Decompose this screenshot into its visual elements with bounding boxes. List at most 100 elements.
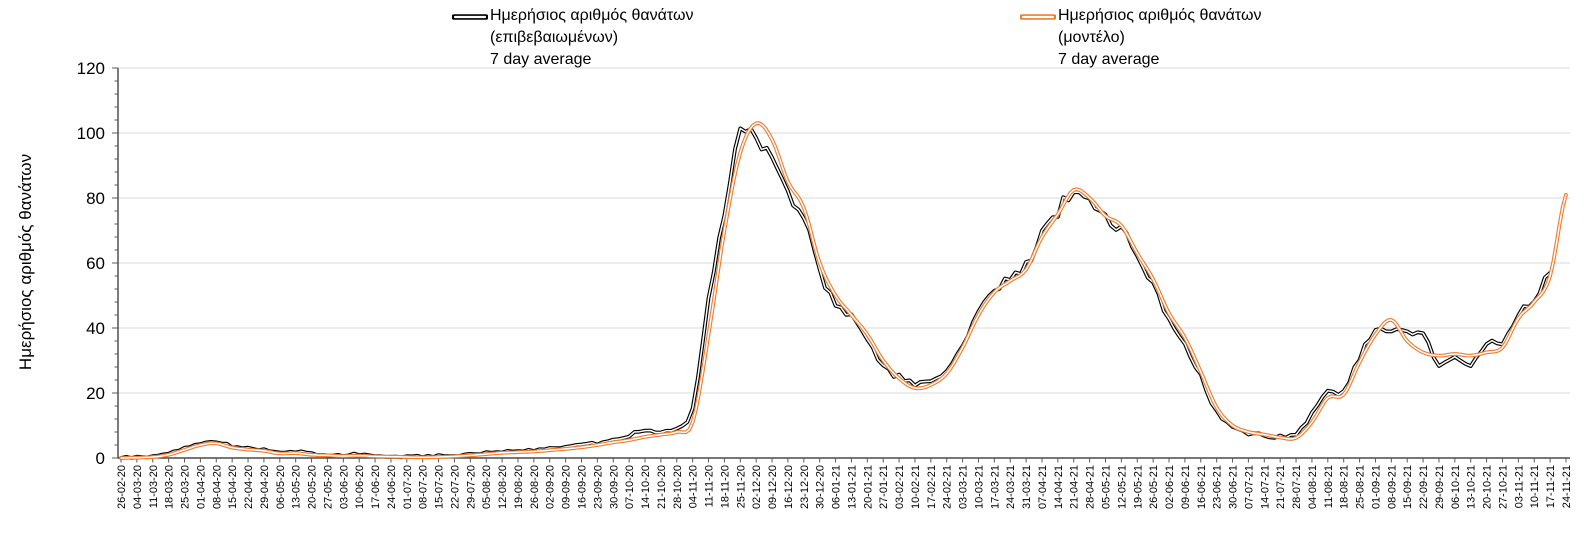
x-tick-label: 01-04-20 (195, 465, 207, 509)
x-tick-label: 13-10-21 (1466, 465, 1478, 509)
x-tick-label: 17-02-21 (926, 465, 938, 509)
legend-label-model: Ημερήσιος αριθμός θανάτων (μοντέλο) 7 da… (1058, 5, 1261, 71)
x-tick-label: 04-03-20 (132, 465, 144, 509)
x-tick-label: 27-01-21 (878, 465, 890, 509)
x-tick-label: 08-04-20 (211, 465, 223, 509)
x-tick-label: 26-02-20 (116, 465, 128, 509)
x-tick-label: 18-08-21 (1339, 465, 1351, 509)
x-tick-label: 20-01-21 (862, 465, 874, 509)
x-tick-label: 29-07-20 (465, 465, 477, 509)
x-tick-label: 11-11-20 (704, 465, 716, 507)
x-tick-label: 06-01-21 (831, 465, 843, 509)
x-tick-label: 31-03-21 (1021, 465, 1033, 509)
y-axis-title: Ημερήσιος αριθμός θανάτων (16, 153, 35, 371)
y-tick-label: 80 (86, 189, 105, 208)
x-tick-label: 30-06-21 (1228, 465, 1240, 509)
series-line-model (119, 121, 1568, 460)
x-tick-label: 16-09-20 (576, 465, 588, 509)
x-tick-label: 19-05-21 (1132, 465, 1144, 509)
x-tick-label: 25-08-21 (1355, 465, 1367, 509)
x-tick-label: 19-08-20 (513, 465, 525, 509)
x-tick-label: 04-11-20 (688, 465, 700, 508)
y-tick-label: 60 (86, 254, 105, 273)
x-tick-label: 30-09-20 (608, 465, 620, 509)
x-tick-label: 15-07-20 (434, 465, 446, 509)
x-tick-label: 30-12-20 (815, 465, 827, 509)
x-tick-label: 12-08-20 (497, 465, 509, 509)
x-tick-label: 24-03-21 (1005, 465, 1017, 509)
x-tick-label: 22-09-21 (1418, 465, 1430, 509)
y-tick-label: 40 (86, 319, 105, 338)
x-tick-label: 03-06-20 (338, 465, 350, 509)
y-tick-label: 0 (96, 449, 105, 468)
x-tick-label: 16-12-20 (783, 465, 795, 509)
x-tick-label: 28-04-21 (1085, 465, 1097, 509)
legend-label-model-line2: (μοντέλο) (1058, 29, 1125, 46)
x-tick-label: 25-11-20 (735, 465, 747, 508)
legend-label-confirmed-line3: 7 day average (490, 51, 592, 68)
series-line-model-inner-highlight (120, 122, 1567, 459)
x-tick-label: 23-09-20 (592, 465, 604, 509)
x-tick-label: 14-10-20 (640, 465, 652, 509)
x-tick-label: 18-11-20 (719, 465, 731, 508)
x-tick-label: 07-04-21 (1037, 465, 1049, 509)
x-tick-label: 02-06-21 (1164, 465, 1176, 509)
x-tick-label: 06-05-20 (275, 465, 287, 509)
x-tick-label: 02-12-20 (751, 465, 763, 509)
x-tick-label: 10-06-20 (354, 465, 366, 509)
x-tick-label: 10-02-21 (910, 465, 922, 509)
x-tick-label: 03-11-21 (1513, 465, 1525, 508)
x-tick-label: 12-05-21 (1116, 465, 1128, 509)
x-tick-label: 26-08-20 (529, 465, 541, 509)
x-tick-label: 20-05-20 (307, 465, 319, 509)
x-tick-label: 17-06-20 (370, 465, 382, 509)
x-tick-label: 03-02-21 (894, 465, 906, 509)
x-tick-label: 13-01-21 (846, 465, 858, 509)
x-tick-label: 03-03-21 (958, 465, 970, 509)
legend-label-model-line3: 7 day average (1058, 51, 1160, 68)
x-tick-label: 28-10-20 (672, 465, 684, 509)
legend-item-confirmed[interactable]: Ημερήσιος αριθμός θανάτων (επιβεβαιωμένω… (452, 5, 693, 71)
x-tick-label: 17-03-21 (989, 465, 1001, 509)
y-tick-label: 120 (77, 59, 105, 78)
x-tick-label: 25-03-20 (180, 465, 192, 509)
x-tick-label: 02-09-20 (545, 465, 557, 509)
x-tick-label: 09-06-21 (1180, 465, 1192, 509)
x-tick-label: 01-09-21 (1370, 465, 1382, 509)
x-tick-label: 20-10-21 (1482, 465, 1494, 509)
x-tick-label: 15-09-21 (1402, 465, 1414, 509)
legend-item-model[interactable]: Ημερήσιος αριθμός θανάτων (μοντέλο) 7 da… (1020, 5, 1261, 71)
x-tick-label: 04-08-21 (1307, 465, 1319, 509)
x-tick-label: 24-02-21 (942, 465, 954, 509)
x-tick-label: 11-03-20 (148, 465, 160, 508)
x-tick-label: 21-10-20 (656, 465, 668, 509)
x-tick-label: 07-10-20 (624, 465, 636, 509)
confirmed-series-legend-line-icon (452, 14, 488, 20)
x-tick-label: 24-06-20 (386, 465, 398, 509)
x-tick-label: 22-04-20 (243, 465, 255, 509)
x-tick-label: 27-05-20 (322, 465, 334, 509)
x-tick-label: 23-06-21 (1212, 465, 1224, 509)
x-tick-label: 10-03-21 (973, 465, 985, 509)
x-tick-label: 10-11-21 (1529, 465, 1541, 508)
x-tick-label: 14-04-21 (1053, 465, 1065, 509)
x-tick-label: 08-07-20 (418, 465, 430, 509)
x-tick-label: 14-07-21 (1259, 465, 1271, 509)
x-tick-label: 09-09-20 (561, 465, 573, 509)
x-tick-label: 29-04-20 (259, 465, 271, 509)
y-tick-label: 20 (86, 384, 105, 403)
x-tick-label: 17-11-21 (1545, 465, 1557, 508)
model-series-legend-line-icon (1020, 14, 1056, 20)
x-tick-label: 06-10-21 (1450, 465, 1462, 509)
x-tick-label: 09-12-20 (767, 465, 779, 509)
y-tick-label: 100 (77, 124, 105, 143)
x-tick-label: 16-06-21 (1196, 465, 1208, 509)
x-tick-label: 18-03-20 (164, 465, 176, 509)
x-tick-label: 07-07-21 (1243, 465, 1255, 509)
legend-label-model-line1: Ημερήσιος αριθμός θανάτων (1058, 7, 1262, 24)
x-tick-label: 15-04-20 (227, 465, 239, 509)
x-tick-label: 23-12-20 (799, 465, 811, 509)
x-tick-label: 01-07-20 (402, 465, 414, 509)
